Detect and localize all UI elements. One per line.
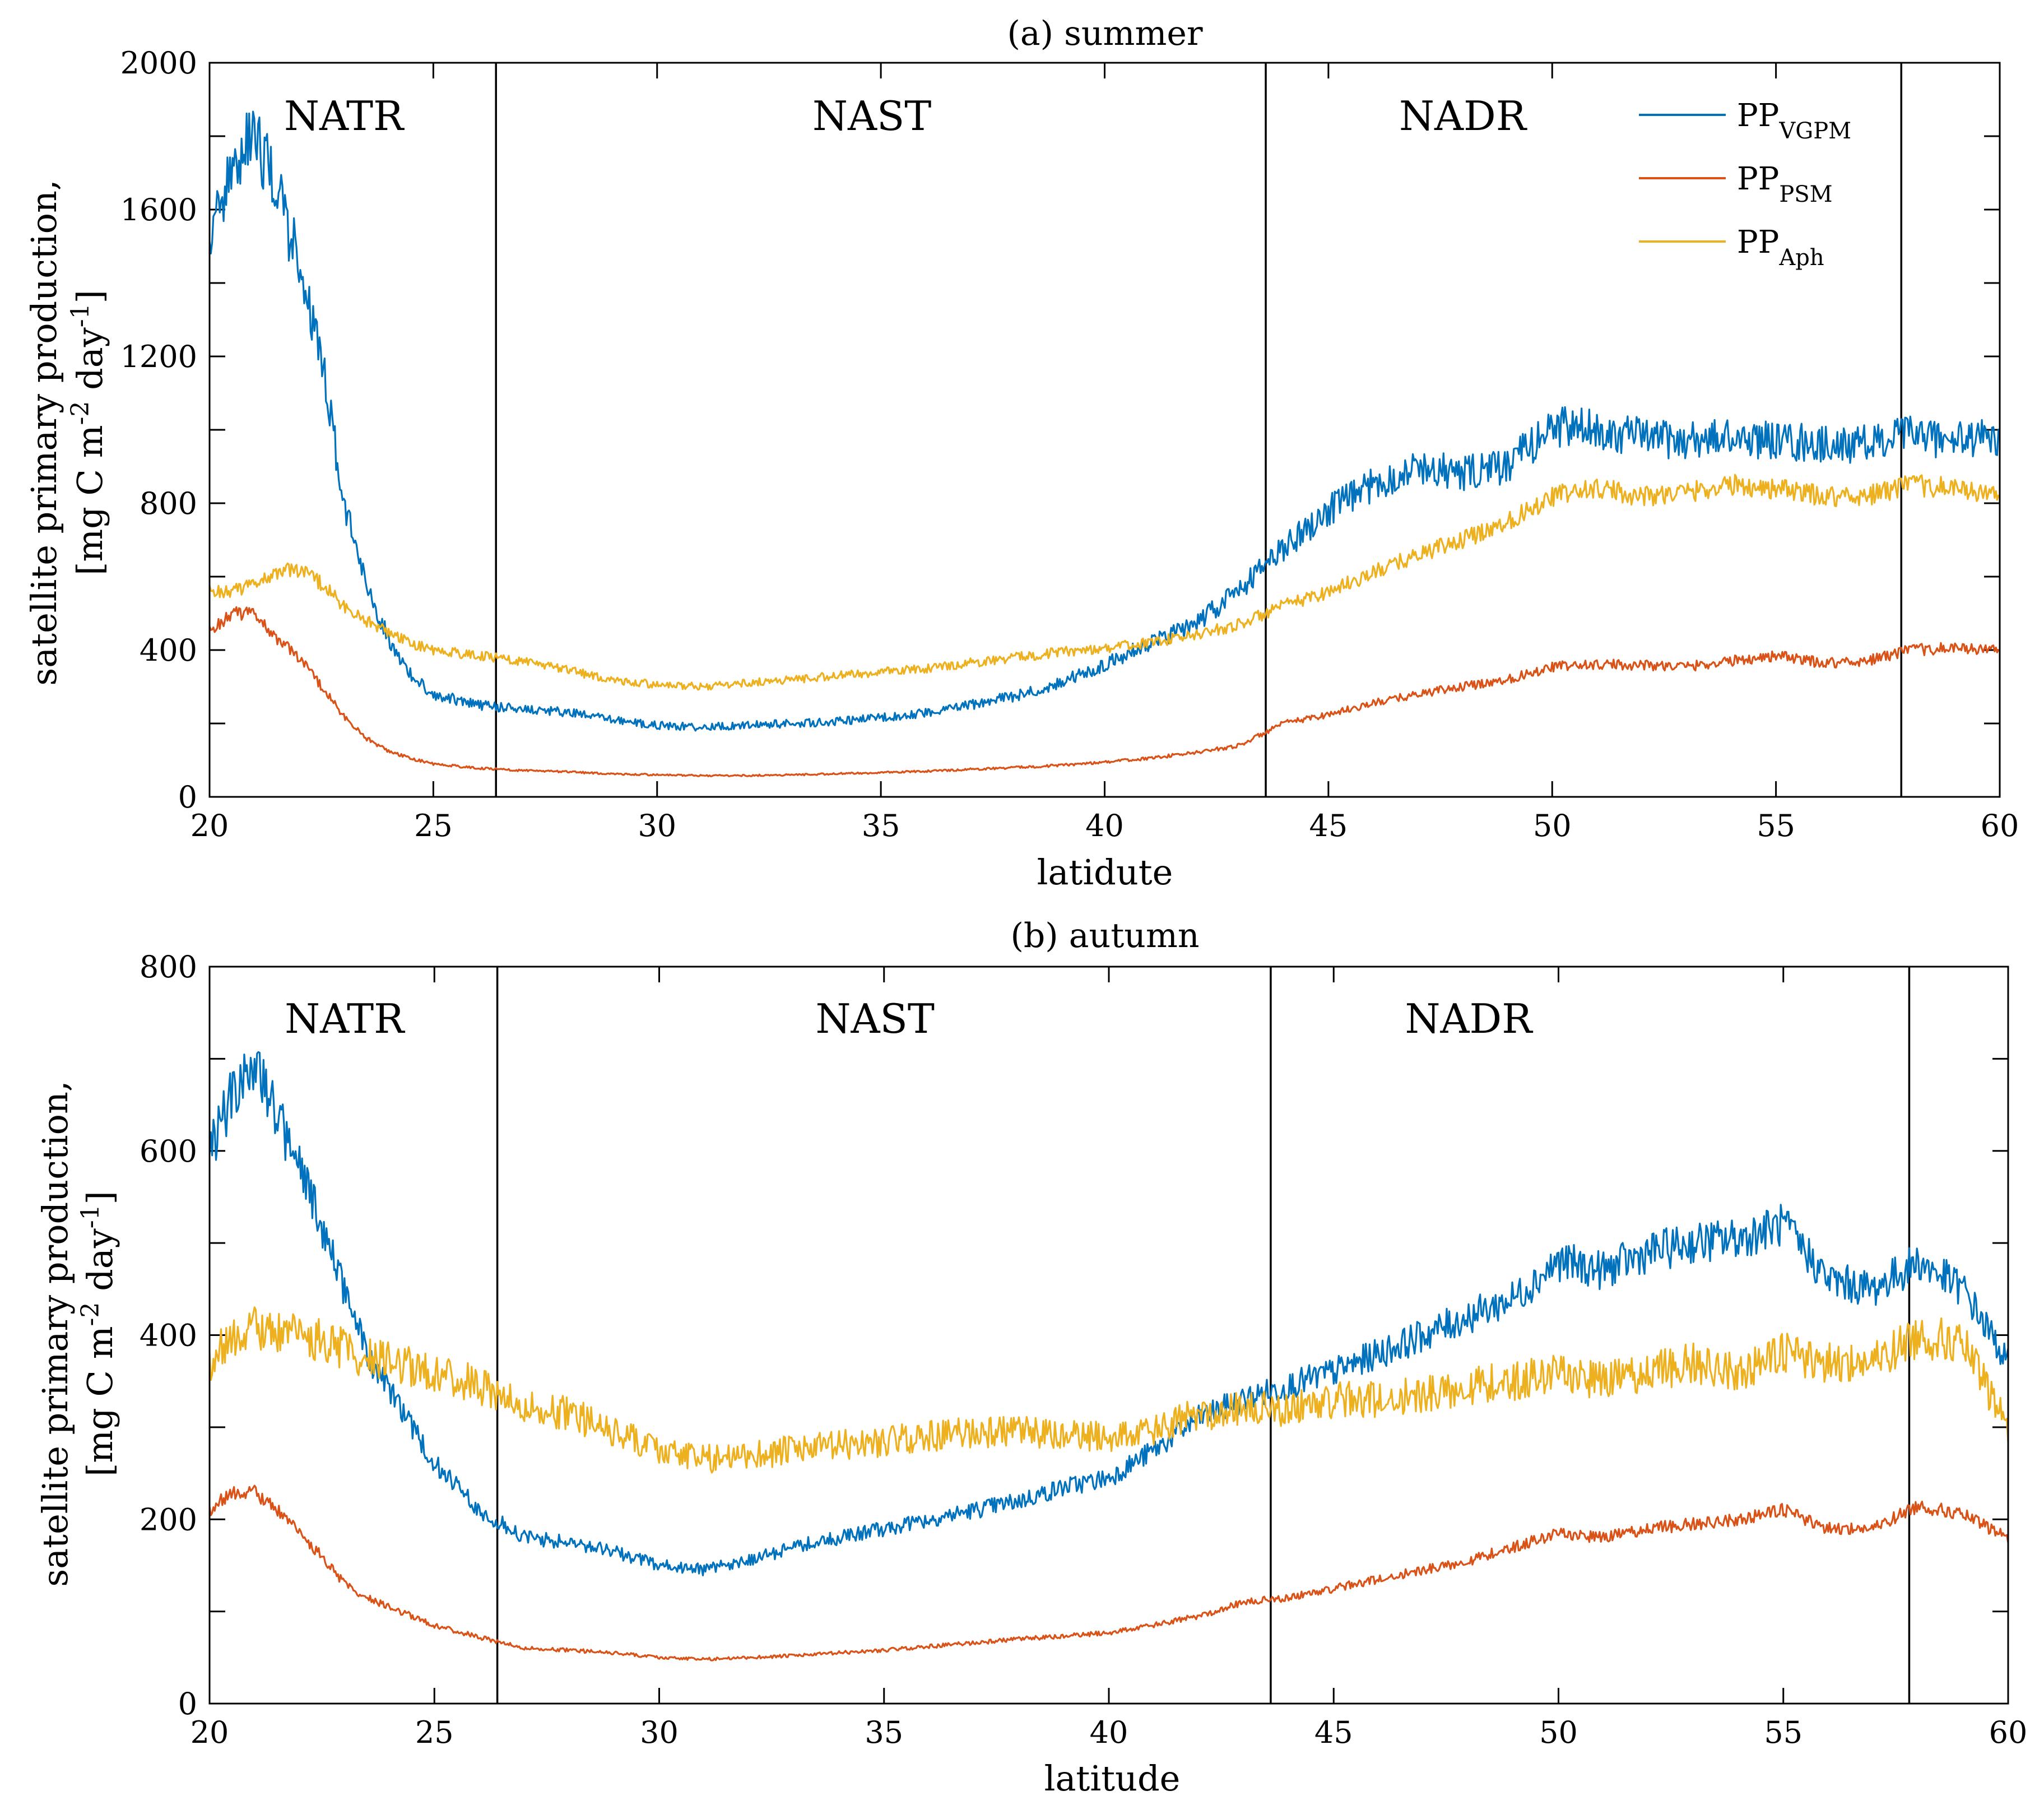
x-tick-label: 20 xyxy=(191,808,229,843)
series-line-aph xyxy=(210,1306,2008,1474)
x-tick-label: 35 xyxy=(862,808,900,843)
region-label-nadr: NADR xyxy=(1399,92,1527,140)
x-tick-label: 60 xyxy=(1981,808,2019,843)
plot-frame xyxy=(208,62,2001,798)
region-boundaries xyxy=(496,967,1911,1704)
legend-label-vgpm: PPVGPM xyxy=(1737,98,1851,144)
legend-label-aph: PPAph xyxy=(1737,224,1824,271)
chart-summer: (a) summer satellite primary production,… xyxy=(24,14,2019,893)
x-tick-label: 55 xyxy=(1757,808,1795,843)
x-tick-label: 20 xyxy=(191,1715,229,1750)
data-series xyxy=(210,1051,2008,1662)
y-tick-label: 1600 xyxy=(120,192,197,228)
y-tick-label: 2000 xyxy=(120,45,197,81)
legend: PPVGPM PPPSM PPAph xyxy=(1639,98,1851,271)
region-label-nast: NAST xyxy=(812,92,931,140)
series-line-vgpm xyxy=(210,1051,2008,1576)
plot-frame xyxy=(208,966,2009,1705)
x-tick-label: 25 xyxy=(414,808,453,843)
series-line-aph xyxy=(210,474,2000,691)
y-tick-label: 600 xyxy=(140,1134,197,1169)
x-tick-label: 35 xyxy=(865,1715,903,1750)
y-tick-label: 800 xyxy=(140,949,197,985)
legend-label-psm: PPPSM xyxy=(1737,161,1833,207)
region-label-natr: NATR xyxy=(285,995,405,1042)
y-axis-label: satellite primary production, [mg C m-2 … xyxy=(35,1080,120,1586)
y-tick-label: 200 xyxy=(140,1502,197,1537)
x-tick-label: 50 xyxy=(1533,808,1572,843)
x-tick-label: 60 xyxy=(1989,1715,2028,1750)
y-axis-label: satellite primary production, [mg C m-2 … xyxy=(24,179,110,685)
x-tick-label: 45 xyxy=(1314,1715,1353,1750)
region-label-nadr: NADR xyxy=(1405,995,1534,1042)
y-tick-label: 0 xyxy=(178,1686,197,1722)
x-axis-label: latitude xyxy=(1044,1758,1181,1799)
x-axis-label: latidute xyxy=(1037,852,1173,893)
x-tick-label: 30 xyxy=(640,1715,679,1750)
axis-ticks: 20 25 30 35 40 45 50 55 60 0 400 800 1200 1600 2000 xyxy=(120,45,2019,843)
chart-title: (b) autumn xyxy=(1010,916,1199,955)
y-axis-label-line1: satellite primary production, xyxy=(35,1080,76,1586)
y-axis-label-line2: [mg C m-2 day-1] xyxy=(76,1191,120,1477)
x-tick-label: 30 xyxy=(638,808,676,843)
data-series xyxy=(210,110,2000,777)
y-axis-label-line1: satellite primary production, xyxy=(24,179,64,685)
series-line-vgpm xyxy=(210,110,2000,732)
y-tick-label: 0 xyxy=(178,779,197,815)
x-tick-label: 45 xyxy=(1309,808,1348,843)
y-tick-label: 400 xyxy=(140,633,197,668)
region-labels: NATR NAST NADR xyxy=(284,92,1527,140)
y-axis-label-line2: [mg C m-2 day-1] xyxy=(66,290,110,576)
series-line-psm xyxy=(210,1484,2008,1662)
x-tick-label: 40 xyxy=(1090,1715,1128,1750)
y-tick-label: 400 xyxy=(140,1318,197,1353)
region-labels: NATR NAST NADR xyxy=(285,995,1533,1042)
chart-title: (a) summer xyxy=(1007,14,1202,53)
x-tick-label: 40 xyxy=(1085,808,1124,843)
chart-autumn: (b) autumn satellite primary production,… xyxy=(35,916,2027,1799)
y-tick-label: 1200 xyxy=(120,339,197,374)
x-tick-label: 55 xyxy=(1764,1715,1803,1750)
x-tick-label: 50 xyxy=(1539,1715,1578,1750)
region-boundaries xyxy=(495,63,1903,797)
y-tick-label: 800 xyxy=(140,486,197,521)
region-label-natr: NATR xyxy=(284,92,405,140)
x-tick-label: 25 xyxy=(415,1715,454,1750)
region-label-nast: NAST xyxy=(816,995,935,1042)
series-line-psm xyxy=(210,606,2000,777)
